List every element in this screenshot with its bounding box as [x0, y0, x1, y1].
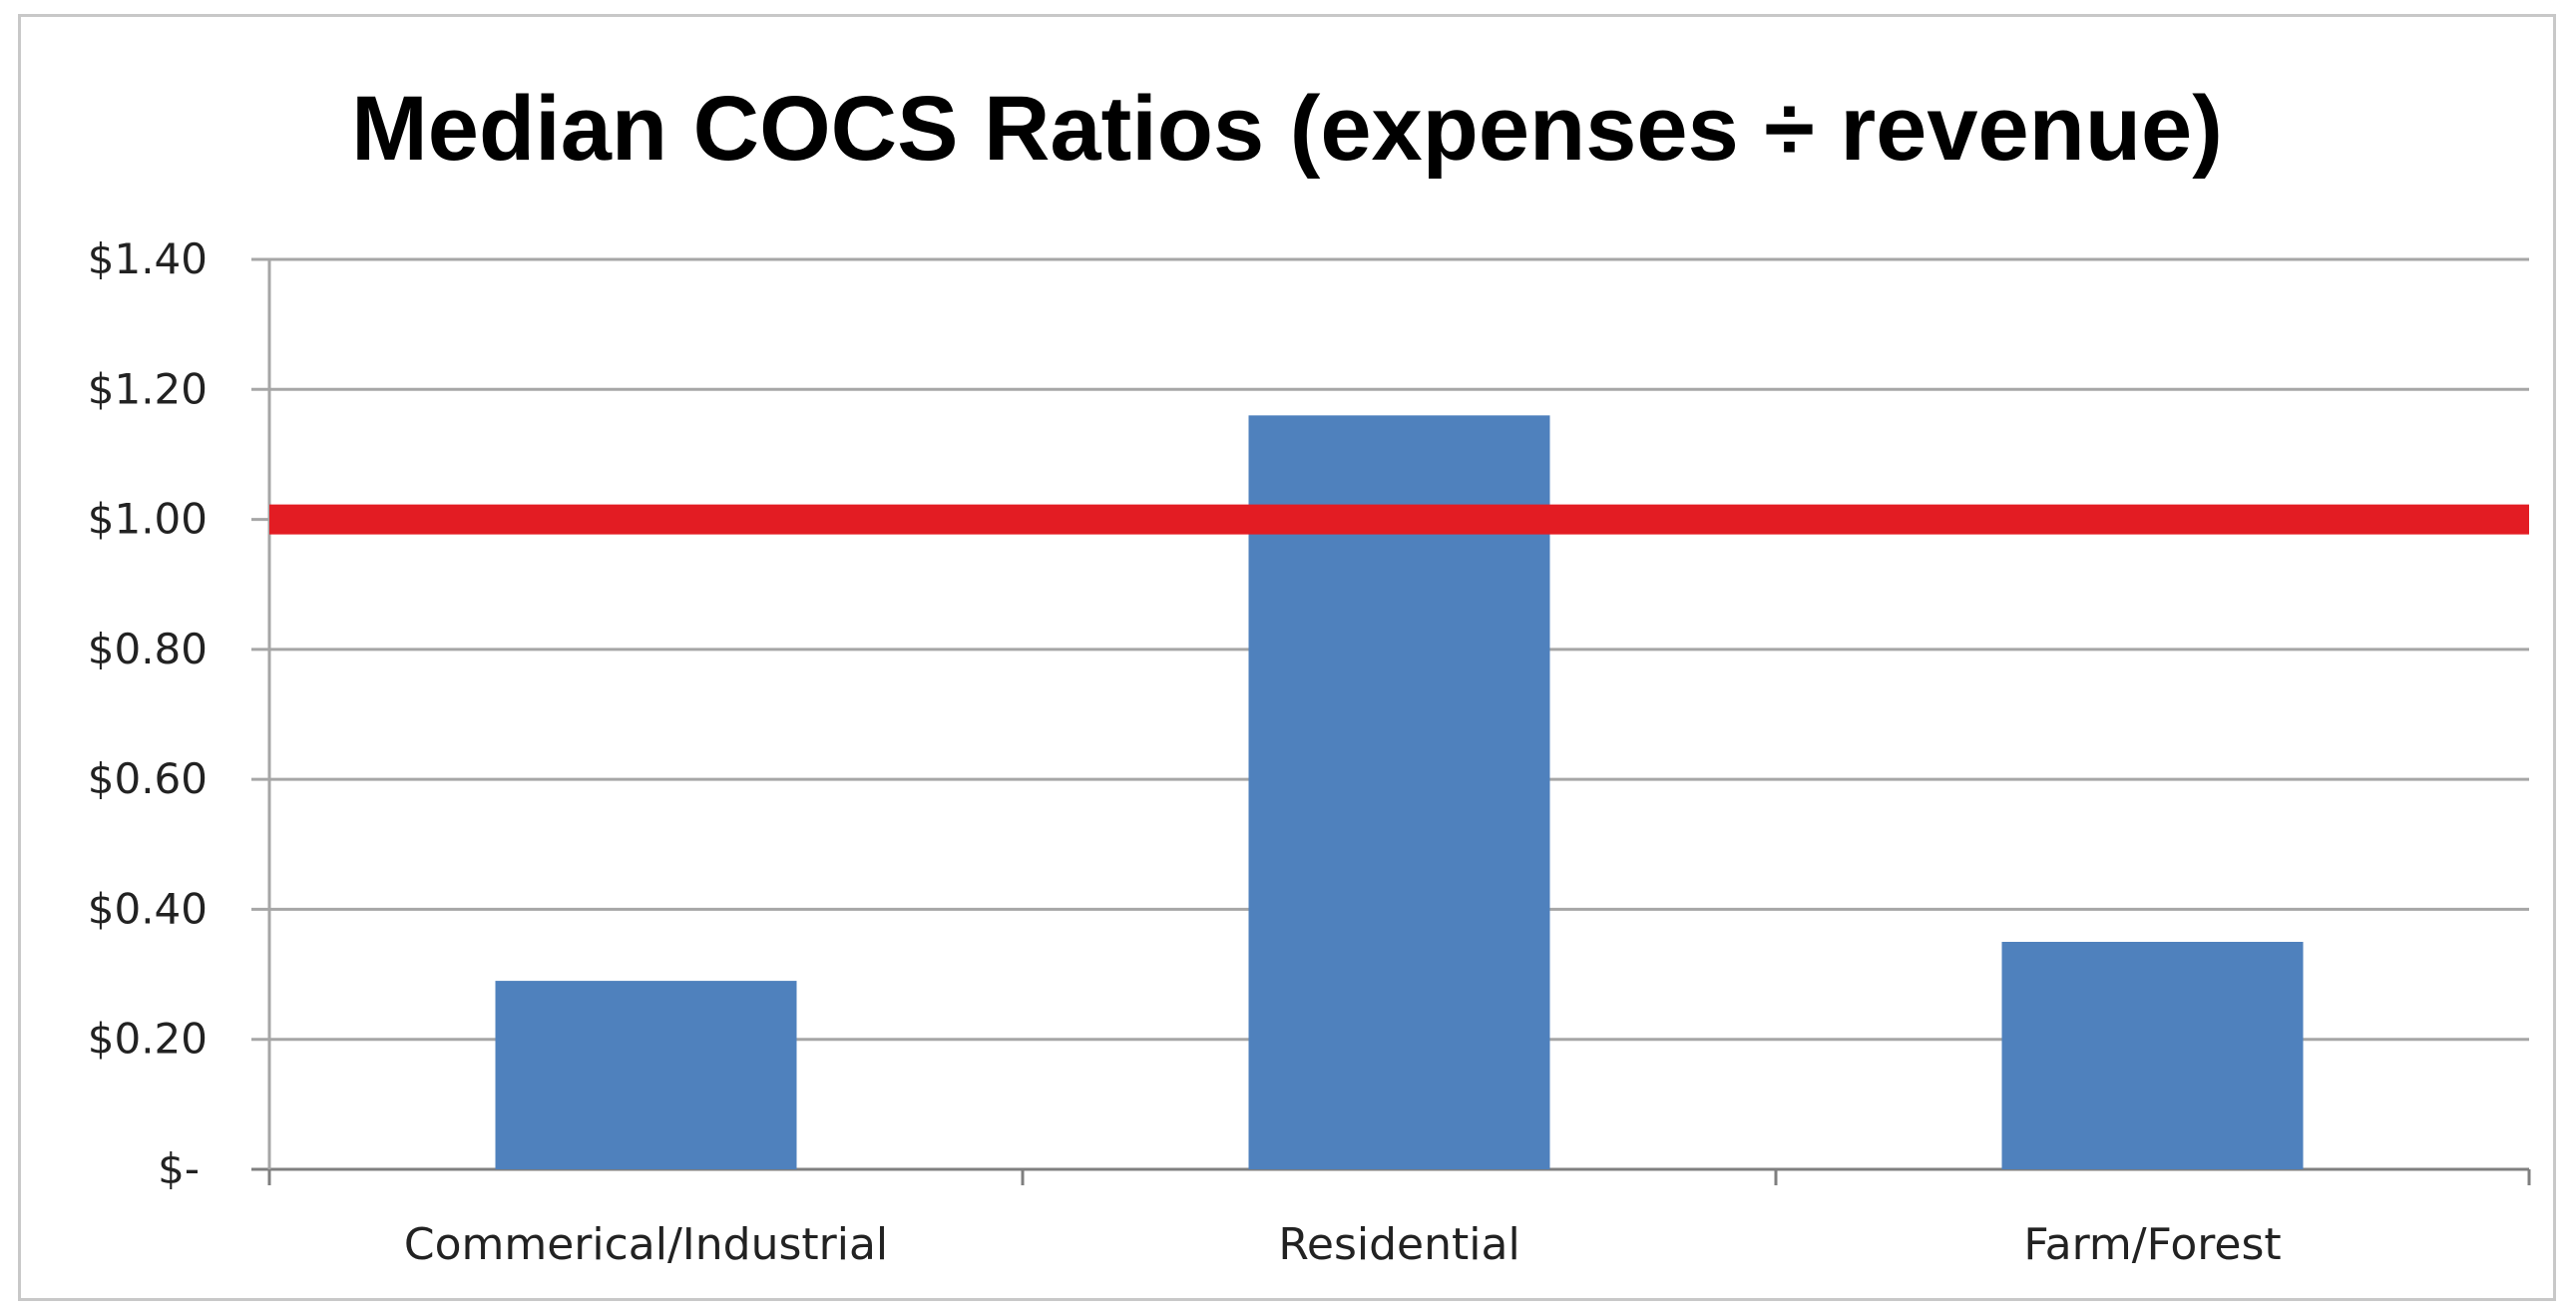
- y-tick-label: $0.20: [88, 1015, 208, 1064]
- y-tick-label: $0.80: [88, 625, 208, 673]
- y-tick-label: $1.00: [88, 495, 208, 544]
- y-tick-label: $-: [158, 1144, 200, 1193]
- y-tick-label: $0.40: [88, 884, 208, 933]
- y-tick-label: $1.20: [88, 364, 208, 413]
- chart-title: Median COCS Ratios (expenses ÷ revenue): [351, 78, 2223, 180]
- y-tick-label: $1.40: [88, 234, 208, 283]
- y-tick-label: $0.60: [88, 754, 208, 803]
- x-tick-label: Farm/Forest: [2023, 1219, 2281, 1270]
- bar: [2001, 942, 2304, 1169]
- bar: [1248, 415, 1550, 1169]
- x-tick-label: Commerical/Industrial: [404, 1219, 888, 1270]
- bar: [495, 981, 797, 1169]
- x-tick-label: Residential: [1278, 1219, 1519, 1270]
